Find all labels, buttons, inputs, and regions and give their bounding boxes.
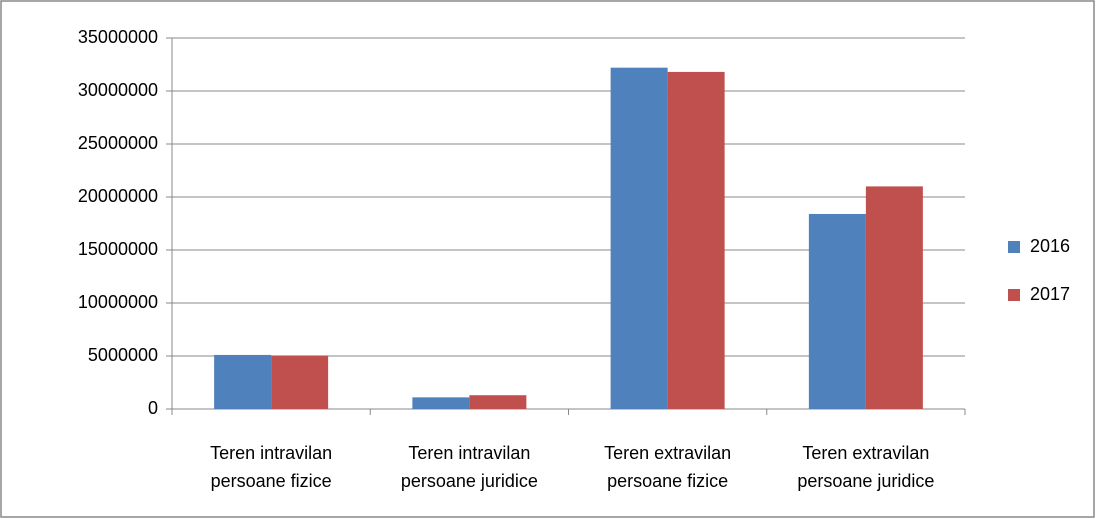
y-tick-label: 15000000 (78, 239, 158, 259)
y-tick-label: 20000000 (78, 186, 158, 206)
y-tick-label: 30000000 (78, 80, 158, 100)
bar (865, 186, 923, 409)
bar (469, 395, 527, 409)
bar (271, 355, 329, 409)
bar (214, 354, 272, 409)
x-tick-label: Teren intravilan persoane juridice (400, 443, 538, 491)
x-tick-label: Teren intravilan persoane fizice (210, 443, 333, 491)
y-tick-label: 25000000 (78, 133, 158, 153)
bar (412, 397, 470, 409)
legend-label: 2017 (1030, 284, 1070, 304)
y-tick-label: 5000000 (88, 345, 158, 365)
legend-label: 2016 (1030, 236, 1070, 256)
y-tick-label: 35000000 (78, 27, 158, 47)
y-tick-label: 0 (148, 398, 158, 418)
bar (808, 213, 866, 409)
x-tick-label: Teren extravilan persoane fizice (604, 443, 732, 491)
legend-swatch (1008, 241, 1020, 253)
y-tick-label: 10000000 (78, 292, 158, 312)
legend-swatch (1008, 289, 1020, 301)
x-tick-label: Teren extravilan persoane juridice (797, 443, 935, 491)
bar (667, 71, 725, 410)
bar (610, 67, 668, 410)
